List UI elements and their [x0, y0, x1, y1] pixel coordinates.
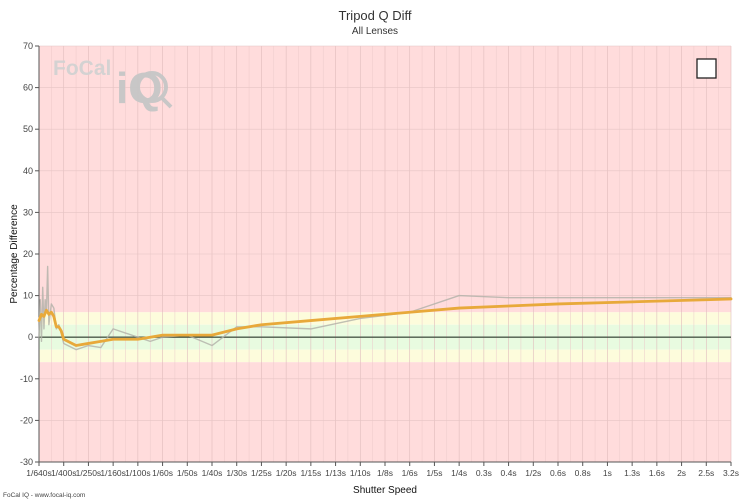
x-tick-label: 1s: [603, 468, 612, 478]
y-tick-label: 40: [23, 166, 33, 176]
y-tick-label: 20: [23, 249, 33, 259]
x-tick-labels: 1/640s 1/400s 1/250s 1/160s 1/100s 1/60s 1/50s…: [26, 468, 739, 478]
chart-subtitle: All Lenses: [352, 26, 398, 37]
y-tick-labels: 70 60 50 40 30 20 10 0 -10 -20 -30: [20, 41, 33, 467]
focal-iq-logo: FoCal iQ: [53, 57, 173, 113]
logo-magnifier-handle: [160, 96, 173, 109]
x-tick-label: 1/2s: [525, 468, 541, 478]
x-tick-label: 1/160s: [100, 468, 126, 478]
y-tick-label: 70: [23, 41, 33, 51]
x-tick-label: 1/4s: [451, 468, 467, 478]
x-tick-label: 1/20s: [276, 468, 297, 478]
y-tick-label: 50: [23, 124, 33, 134]
x-tick-label: 1/30s: [226, 468, 247, 478]
y-tick-label: -30: [20, 457, 33, 467]
x-tick-label: 1/400s: [51, 468, 77, 478]
logo-text-focal: FoCal: [53, 57, 111, 80]
x-tick-label: 1/5s: [426, 468, 442, 478]
x-tick-label: 1/50s: [177, 468, 198, 478]
x-tick-label: 1/25s: [251, 468, 272, 478]
x-tick-label: 1/10s: [350, 468, 371, 478]
y-tick-label: 30: [23, 207, 33, 217]
x-tick-label: 1/40s: [202, 468, 223, 478]
x-tick-label: 0.4s: [501, 468, 517, 478]
x-tick-label: 1/8s: [377, 468, 393, 478]
series: [37, 265, 733, 351]
x-tick-label: 1.3s: [624, 468, 640, 478]
x-tick-label: 3.2s: [723, 468, 739, 478]
x-tick-label: 1/60s: [152, 468, 173, 478]
x-tick-label: 1/250s: [76, 468, 102, 478]
series-line-0: [38, 265, 732, 351]
x-tick-label: 1/6s: [402, 468, 418, 478]
x-tick-label: 2s: [677, 468, 686, 478]
y-tick-label: -20: [20, 415, 33, 425]
x-tick-label: 0.8s: [575, 468, 591, 478]
x-tick-label: 0.6s: [550, 468, 566, 478]
logo-magnifier-icon: [136, 71, 168, 103]
x-axis-title: Shutter Speed: [353, 485, 417, 496]
y-tick-label: 10: [23, 291, 33, 301]
x-tick-label: 1/15s: [300, 468, 321, 478]
x-tick-label: 1/13s: [325, 468, 346, 478]
x-tick-label: 2.5s: [698, 468, 714, 478]
y-axis-title: Percentage Difference: [9, 204, 20, 304]
y-tick-label: -10: [20, 374, 33, 384]
x-tick-label: 1.6s: [649, 468, 665, 478]
axes: [35, 45, 732, 466]
y-tick-label: 0: [28, 332, 33, 342]
footer-credit: FoCal IQ - www.focal-iq.com: [3, 492, 85, 499]
legend-toggle-checkbox[interactable]: [696, 58, 717, 79]
chart-title: Tripod Q Diff: [339, 8, 412, 23]
x-tick-label: 1/640s: [26, 468, 52, 478]
y-tick-label: 60: [23, 83, 33, 93]
series-line-1: [37, 297, 733, 347]
x-tick-label: 0.3s: [476, 468, 492, 478]
x-tick-label: 1/100s: [125, 468, 151, 478]
